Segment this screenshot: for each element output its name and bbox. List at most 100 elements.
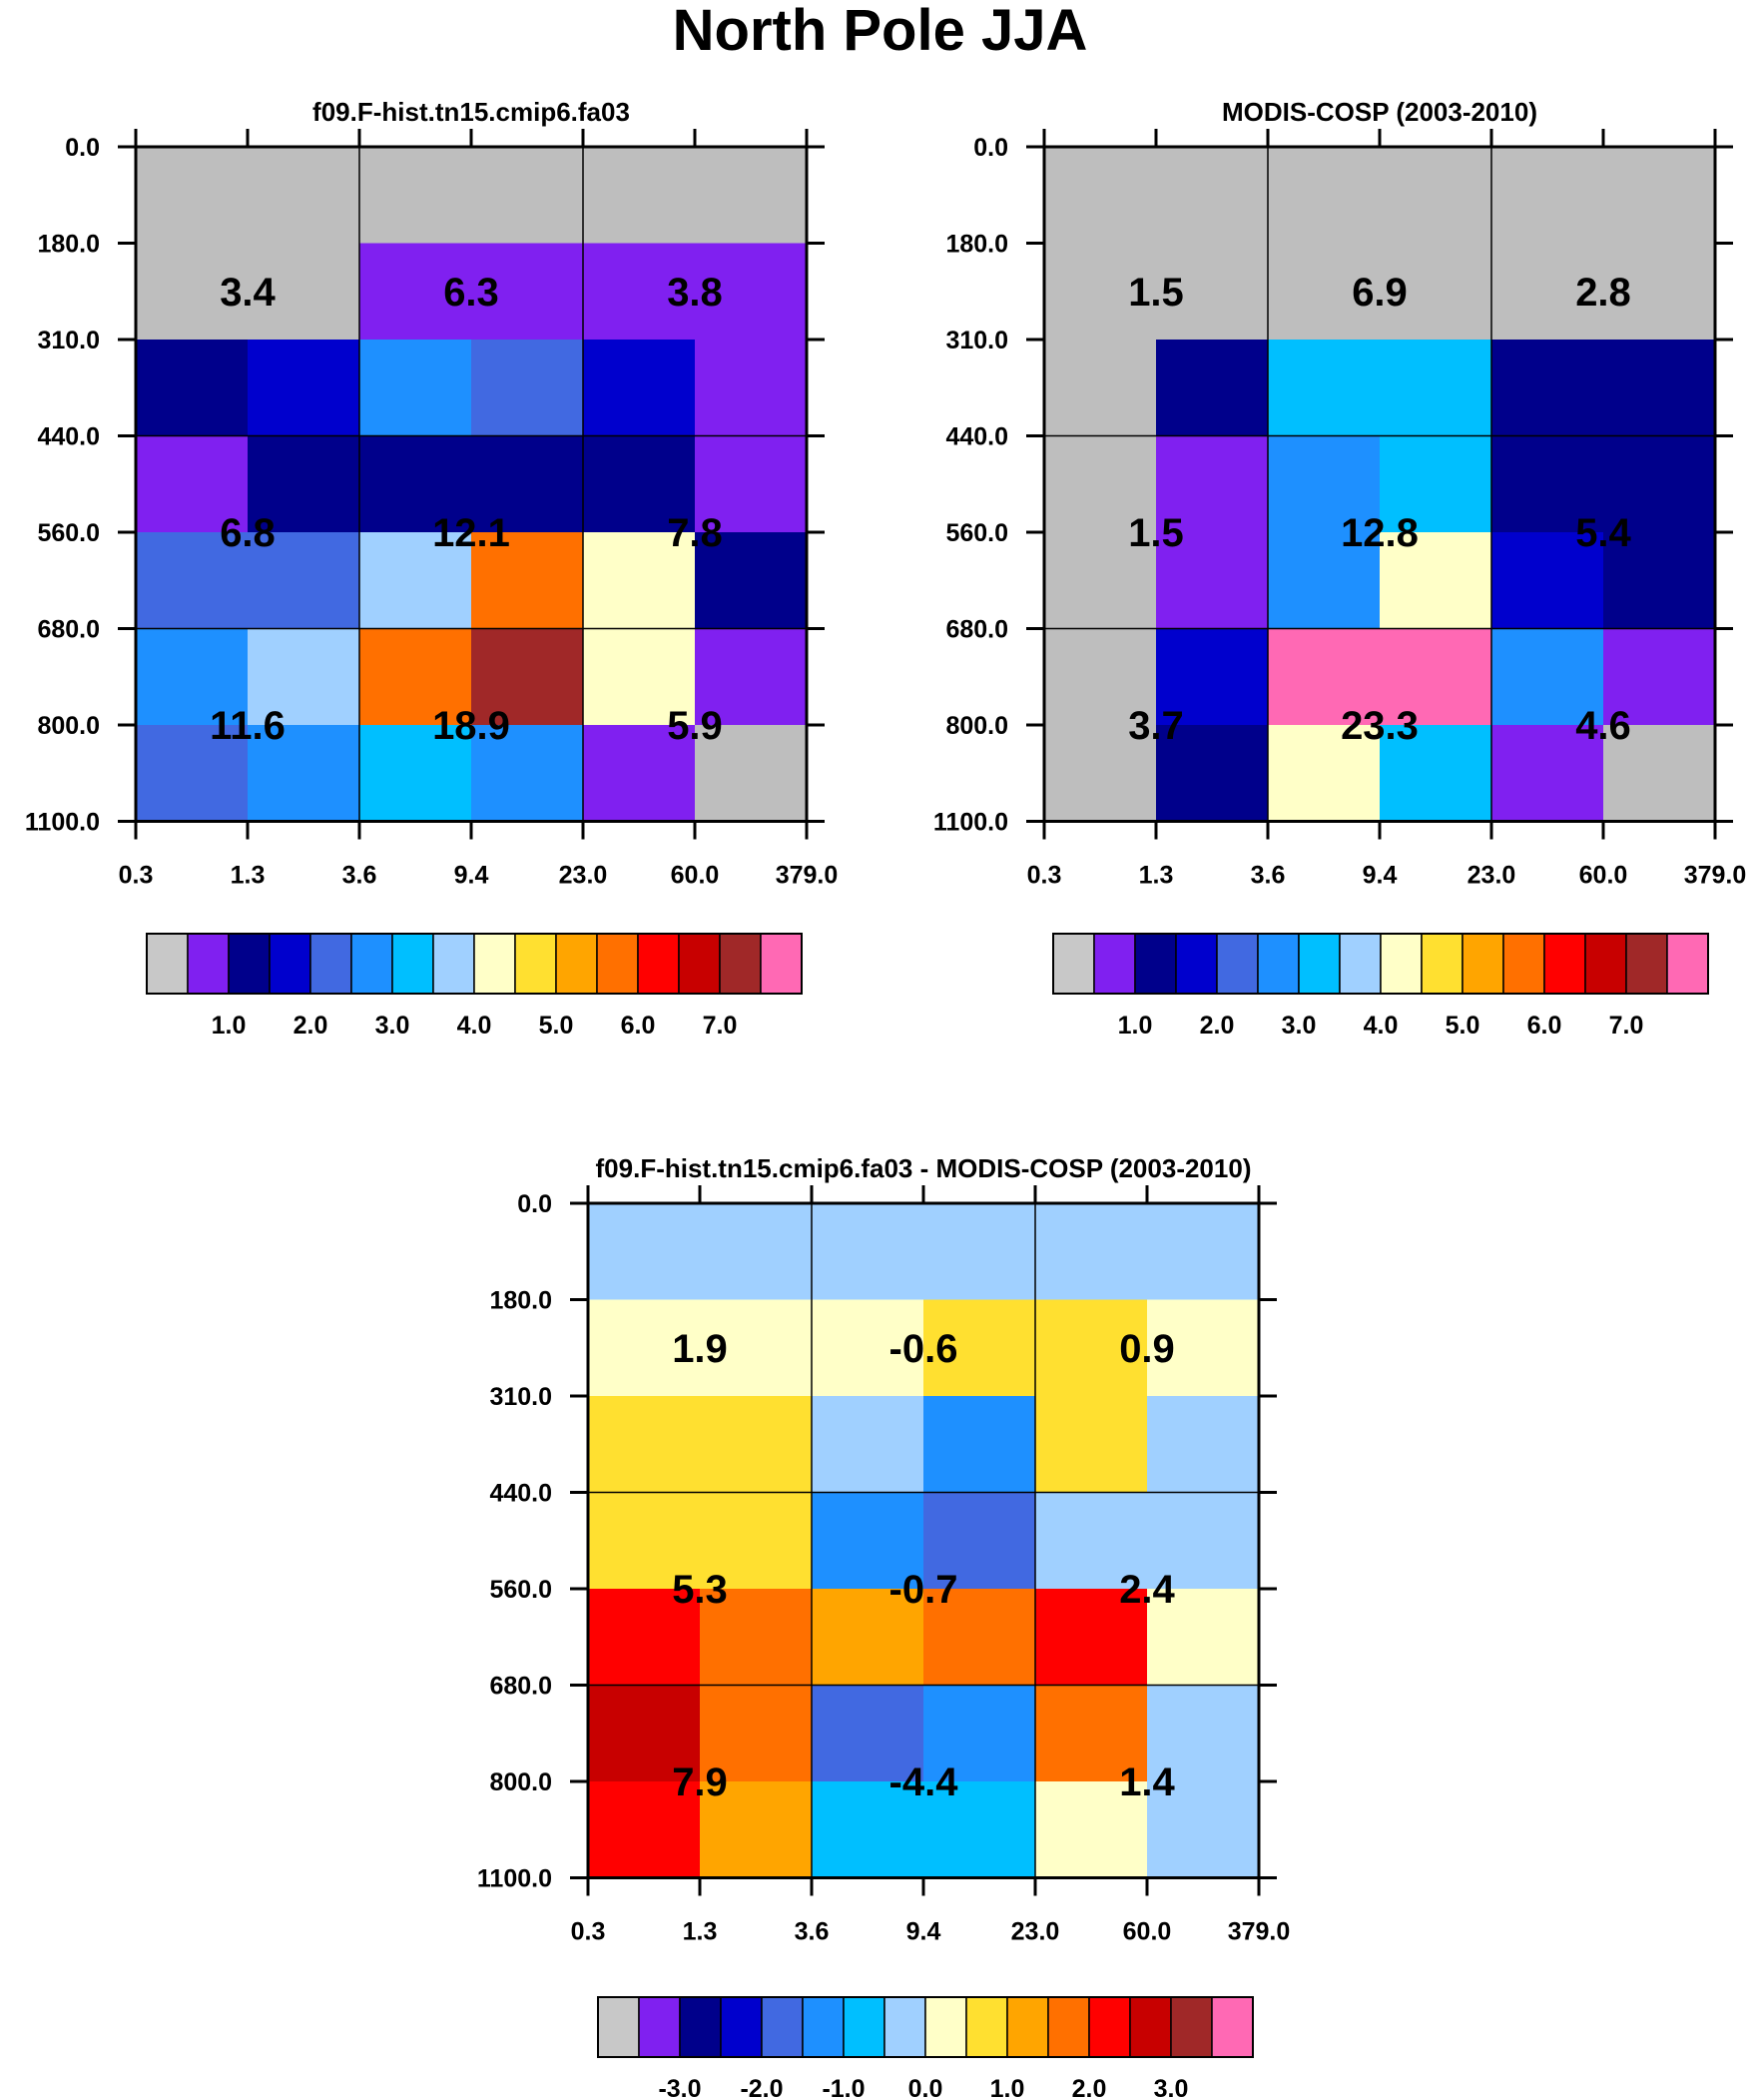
group-total-label: 6.3 bbox=[443, 271, 499, 315]
heatmap-cell bbox=[583, 435, 696, 533]
heatmap-cell bbox=[1035, 1589, 1148, 1686]
colorbar-swatch bbox=[1257, 933, 1300, 995]
group-total-label: 18.9 bbox=[432, 704, 510, 748]
heatmap-cell bbox=[359, 340, 472, 436]
colorbar-swatch bbox=[1088, 1996, 1131, 2058]
group-total-label: -4.4 bbox=[889, 1760, 959, 1804]
group-total-label: 23.3 bbox=[1341, 704, 1419, 748]
x-tick-label: 379.0 bbox=[776, 862, 839, 890]
heatmap-cell bbox=[588, 1589, 701, 1686]
heatmap-cell bbox=[1603, 435, 1716, 533]
group-total-label: 5.9 bbox=[667, 704, 723, 748]
colorbar-label: 2.0 bbox=[1200, 1012, 1235, 1040]
colorbar-swatch bbox=[1211, 1996, 1254, 2058]
colorbar-swatch bbox=[678, 933, 721, 995]
heatmap-cell bbox=[1268, 147, 1381, 244]
heatmap-cell bbox=[136, 435, 249, 533]
heatmap-cell bbox=[583, 725, 696, 822]
heatmap-cell bbox=[1380, 628, 1492, 726]
heatmap-cell bbox=[1603, 725, 1716, 822]
heatmap-cell bbox=[136, 243, 249, 341]
heatmap-cell bbox=[1156, 532, 1269, 629]
x-tick-label: 9.4 bbox=[454, 862, 489, 890]
colorbar-frame bbox=[1052, 933, 1709, 995]
heatmap-cell bbox=[1380, 532, 1492, 629]
heatmap-cell bbox=[1044, 725, 1157, 822]
heatmap-cell bbox=[1268, 243, 1381, 341]
heatmap-cell bbox=[1491, 147, 1604, 244]
heatmap-cell bbox=[1491, 435, 1604, 533]
colorbar-swatch bbox=[1216, 933, 1259, 995]
x-tick-label: 0.3 bbox=[1027, 862, 1062, 890]
x-tick-label: 0.3 bbox=[571, 1918, 606, 1946]
heatmap-cell bbox=[588, 1492, 701, 1590]
heatmap-cell bbox=[695, 628, 808, 726]
group-total-label: 3.7 bbox=[1128, 704, 1184, 748]
colorbar-label: 3.0 bbox=[1154, 2075, 1189, 2100]
group-total-label: 7.8 bbox=[667, 511, 723, 555]
heatmap-cell bbox=[695, 147, 808, 244]
group-total-label: 1.4 bbox=[1119, 1760, 1175, 1804]
heatmap-panel-difference: f09.F-hist.tn15.cmip6.fa03 - MODIS-COSP … bbox=[477, 1153, 1291, 2100]
heatmap-cell bbox=[1035, 1781, 1148, 1878]
group-total-label: 7.9 bbox=[672, 1760, 728, 1804]
colorbar-swatch bbox=[1543, 933, 1586, 995]
y-tick-label: 0.0 bbox=[65, 134, 100, 162]
x-tick-label: 3.6 bbox=[342, 862, 377, 890]
heatmap-cell bbox=[923, 1396, 1036, 1493]
colorbar-swatch bbox=[1129, 1996, 1172, 2058]
heatmap-cell bbox=[1380, 147, 1492, 244]
heatmap-cell bbox=[248, 725, 360, 822]
y-tick-label: 680.0 bbox=[945, 616, 1008, 644]
colorbar-swatch bbox=[761, 1996, 804, 2058]
heatmap-cell bbox=[700, 1589, 813, 1686]
colorbar-swatch bbox=[1666, 933, 1709, 995]
colorbar-label: 5.0 bbox=[1446, 1012, 1480, 1040]
heatmap-cell bbox=[583, 340, 696, 436]
heatmap-cell bbox=[923, 1492, 1036, 1590]
heatmap-cell bbox=[583, 532, 696, 629]
colorbar-swatch bbox=[1380, 933, 1423, 995]
main-title: North Pole JJA bbox=[672, 0, 1088, 63]
heatmap-cell bbox=[923, 1589, 1036, 1686]
group-total-label: 2.4 bbox=[1119, 1568, 1175, 1612]
heatmap-cell bbox=[1491, 243, 1604, 341]
group-total-label: 6.8 bbox=[220, 511, 276, 555]
heatmap-cell bbox=[1035, 1299, 1148, 1397]
heatmap-cell bbox=[471, 532, 584, 629]
group-total-label: -0.6 bbox=[889, 1327, 958, 1371]
y-tick-label: 1100.0 bbox=[477, 1865, 552, 1893]
heatmap-cell bbox=[1603, 532, 1716, 629]
panel-title: f09.F-hist.tn15.cmip6.fa03 - MODIS-COSP … bbox=[596, 1153, 1252, 1183]
group-total-label: 3.4 bbox=[220, 271, 276, 315]
colorbar-swatch bbox=[146, 933, 189, 995]
heatmap-cell bbox=[1380, 340, 1492, 436]
heatmap-cell bbox=[359, 147, 472, 244]
heatmap-cell bbox=[1147, 1589, 1260, 1686]
colorbar-swatch bbox=[473, 933, 516, 995]
heatmap-cell bbox=[136, 147, 249, 244]
heatmap-panel-observations: MODIS-COSP (2003-2010) 0.0 180.0 310.0 440.0… bbox=[933, 97, 1746, 1040]
x-tick-label: 60.0 bbox=[1579, 862, 1628, 890]
colorbar-label: 3.0 bbox=[1282, 1012, 1317, 1040]
heatmap-cell bbox=[471, 725, 584, 822]
heatmap-cell bbox=[1603, 243, 1716, 341]
heatmap-cell bbox=[700, 1299, 813, 1397]
heatmap-cell bbox=[1603, 147, 1716, 244]
heatmap-cell bbox=[1491, 340, 1604, 436]
x-tick-label: 1.3 bbox=[231, 862, 266, 890]
x-tick-label: 23.0 bbox=[559, 862, 608, 890]
heatmap-cell bbox=[700, 1685, 813, 1782]
y-tick-label: 800.0 bbox=[945, 712, 1008, 740]
group-total-label: 3.8 bbox=[667, 271, 723, 315]
colorbar-label: 2.0 bbox=[293, 1012, 328, 1040]
y-tick-label: 800.0 bbox=[37, 712, 100, 740]
heatmap-cell bbox=[359, 725, 472, 822]
heatmap-cell bbox=[1035, 1685, 1148, 1782]
group-total-label: 1.5 bbox=[1128, 511, 1184, 555]
y-tick-label: 800.0 bbox=[489, 1768, 552, 1796]
heatmap-cell bbox=[583, 147, 696, 244]
heatmap-cell bbox=[471, 147, 584, 244]
colorbar-swatch bbox=[1421, 933, 1464, 995]
x-tick-label: 379.0 bbox=[1228, 1918, 1291, 1946]
